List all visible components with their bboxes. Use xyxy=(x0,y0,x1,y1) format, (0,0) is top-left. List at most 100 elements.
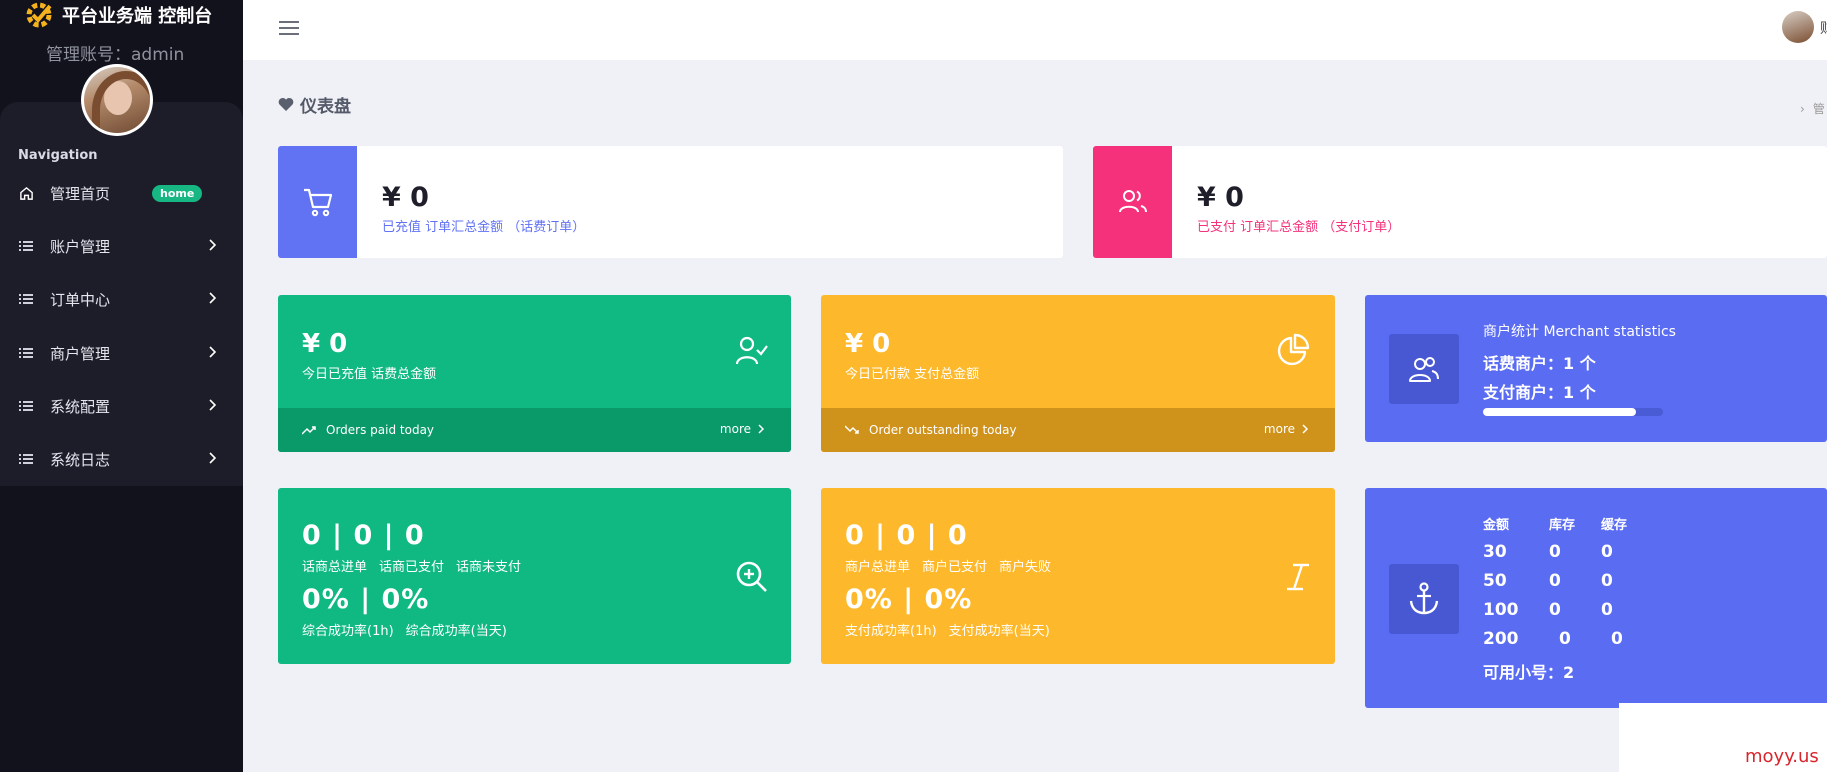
merchant-rate-today: 支付成功率(当天) xyxy=(948,624,1050,639)
inventory-row: 30 0 0 xyxy=(1483,542,1613,562)
merchant-label-paid: 商户已支付 xyxy=(922,560,988,575)
paid-total-desc: 已支付 订单汇总金额 （支付订单） xyxy=(1197,220,1401,235)
gear-check-logo-icon xyxy=(26,2,52,28)
hamburger-menu-icon[interactable] xyxy=(279,19,299,37)
telecom-success-rates: 0% | 0% xyxy=(302,584,430,615)
chevron-right-icon xyxy=(758,424,765,434)
more-link[interactable]: more xyxy=(1264,422,1309,436)
merchant-orders-card: 0 | 0 | 0 商户总进单 商户已支付 商户失败 0% | 0% 支付成功率… xyxy=(821,488,1335,664)
today-paid-amount: ¥ 0 xyxy=(845,329,891,359)
today-paid-card: ¥ 0 今日已付款 支付总金额 Order outstanding today … xyxy=(821,295,1335,452)
sidebar-item-orders[interactable]: 订单中心 xyxy=(0,277,243,321)
sidebar: 平台业务端 控制台 管理账号：admin Navigation 管理首页 hom… xyxy=(0,0,243,772)
user-avatar[interactable] xyxy=(1782,11,1814,43)
brand-title: 平台业务端 控制台 xyxy=(62,6,213,27)
paid-total-amount: ¥ 0 xyxy=(1197,182,1244,213)
sidebar-item-accounts[interactable]: 账户管理 xyxy=(0,224,243,268)
breadcrumb-separator-icon: › xyxy=(1800,102,1805,116)
chevron-right-icon xyxy=(209,399,217,411)
inventory-header-stock: 库存 xyxy=(1549,518,1576,533)
merchant-progress-bar xyxy=(1483,408,1663,416)
chevron-right-icon xyxy=(1302,424,1309,434)
avatar[interactable] xyxy=(81,64,153,136)
italic-icon xyxy=(1287,563,1309,591)
breadcrumb[interactable]: › 管 xyxy=(1800,100,1825,117)
telecom-orders-card: 0 | 0 | 0 话商总进单 话商已支付 话商未支付 0% | 0% 综合成功… xyxy=(278,488,791,664)
telecom-rate-1h: 综合成功率(1h) xyxy=(302,624,394,639)
anchor-icon xyxy=(1409,582,1439,615)
nav-heading: Navigation xyxy=(18,148,98,163)
brand[interactable]: 平台业务端 控制台 xyxy=(24,0,212,30)
list-icon xyxy=(18,345,34,361)
chevron-right-icon xyxy=(209,292,217,304)
page-title: 仪表盘 xyxy=(278,92,351,117)
chevron-right-icon xyxy=(209,452,217,464)
merchant-label-total: 商户总进单 xyxy=(845,560,911,575)
trending-up-icon xyxy=(302,426,316,435)
today-recharge-sub: 今日已充值 话费总金额 xyxy=(302,367,437,382)
user-name[interactable]: 财 xyxy=(1820,18,1827,38)
today-recharge-footer: Orders paid today more xyxy=(278,408,791,452)
recharge-total-amount: ¥ 0 xyxy=(382,182,429,213)
merchant-stats-title: 商户统计 Merchant statistics xyxy=(1483,324,1676,340)
telecom-label-total: 话商总进单 xyxy=(302,560,368,575)
today-recharge-card: ¥ 0 今日已充值 话费总金额 Orders paid today more xyxy=(278,295,791,452)
sidebar-item-config[interactable]: 系统配置 xyxy=(0,384,243,428)
home-badge: home xyxy=(152,185,203,202)
inventory-row: 200 0 0 xyxy=(1483,629,1623,649)
chevron-right-icon xyxy=(209,239,217,251)
paid-total-card: ¥ 0 已支付 订单汇总金额 （支付订单） xyxy=(1093,146,1827,258)
merchant-rate-1h: 支付成功率(1h) xyxy=(845,624,937,639)
sidebar-item-label: 商户管理 xyxy=(50,344,111,363)
sidebar-item-label: 账户管理 xyxy=(50,237,111,256)
user-check-icon xyxy=(735,336,768,365)
inventory-card: 金额 库存 缓存 30 0 0 50 0 0 100 0 0 200 0 0 可用小号：2 xyxy=(1365,488,1827,708)
more-link[interactable]: more xyxy=(720,422,765,436)
sidebar-item-home[interactable]: 管理首页 home xyxy=(0,171,243,215)
inventory-row: 100 0 0 xyxy=(1483,600,1613,620)
pie-chart-icon xyxy=(1277,333,1310,366)
merchant-label-failed: 商户失败 xyxy=(999,560,1052,575)
sidebar-item-label: 订单中心 xyxy=(50,290,111,309)
telecom-merchant-count: 话费商户：1 个 xyxy=(1483,354,1596,373)
corner-panel xyxy=(1619,703,1827,772)
topbar: 财 xyxy=(243,0,1827,60)
list-icon xyxy=(18,451,34,467)
users-icon-box xyxy=(1389,334,1459,404)
recharge-total-desc: 已充值 订单汇总金额 （话费订单） xyxy=(382,220,586,235)
nav-panel xyxy=(0,102,243,486)
sidebar-item-merchants[interactable]: 商户管理 xyxy=(0,331,243,375)
list-icon xyxy=(18,291,34,307)
recharge-total-card: ¥ 0 已充值 订单汇总金额 （话费订单） xyxy=(278,146,1063,258)
breadcrumb-text: 管 xyxy=(1812,102,1825,116)
home-icon xyxy=(18,185,34,201)
telecom-label-unpaid: 话商未支付 xyxy=(456,560,522,575)
inventory-header: 金额 库存 缓存 xyxy=(1483,514,1653,533)
sidebar-item-label: 管理首页 xyxy=(50,184,111,203)
chevron-right-icon xyxy=(209,346,217,358)
list-icon xyxy=(18,238,34,254)
telecom-rate-labels: 综合成功率(1h) 综合成功率(当天) xyxy=(302,620,507,639)
today-recharge-foot-text: Orders paid today xyxy=(326,423,435,437)
anchor-icon-box xyxy=(1389,564,1459,634)
inventory-header-amount: 金额 xyxy=(1483,518,1510,533)
cart-icon-box xyxy=(278,146,357,258)
sidebar-item-label: 系统配置 xyxy=(50,397,111,416)
page-title-text: 仪表盘 xyxy=(300,97,351,117)
merchant-rate-labels: 支付成功率(1h) 支付成功率(当天) xyxy=(845,620,1050,639)
today-recharge-amount: ¥ 0 xyxy=(302,329,348,359)
sidebar-item-logs[interactable]: 系统日志 xyxy=(0,437,243,481)
users-icon xyxy=(1409,357,1439,382)
merchant-stats-card: 商户统计 Merchant statistics 话费商户：1 个 支付商户：1… xyxy=(1365,295,1827,442)
inventory-header-cache: 缓存 xyxy=(1601,518,1628,533)
merchant-progress-fill xyxy=(1483,408,1636,416)
telecom-order-labels: 话商总进单 话商已支付 话商未支付 xyxy=(302,556,521,575)
today-paid-foot-text: Order outstanding today xyxy=(869,423,1017,437)
available-accounts: 可用小号：2 xyxy=(1483,663,1575,682)
users-icon xyxy=(1118,190,1147,213)
list-icon xyxy=(18,398,34,414)
zoom-in-icon xyxy=(736,561,767,592)
merchant-order-counts: 0 | 0 | 0 xyxy=(845,520,968,551)
merchant-success-rates: 0% | 0% xyxy=(845,584,973,615)
inventory-row: 50 0 0 xyxy=(1483,571,1613,591)
